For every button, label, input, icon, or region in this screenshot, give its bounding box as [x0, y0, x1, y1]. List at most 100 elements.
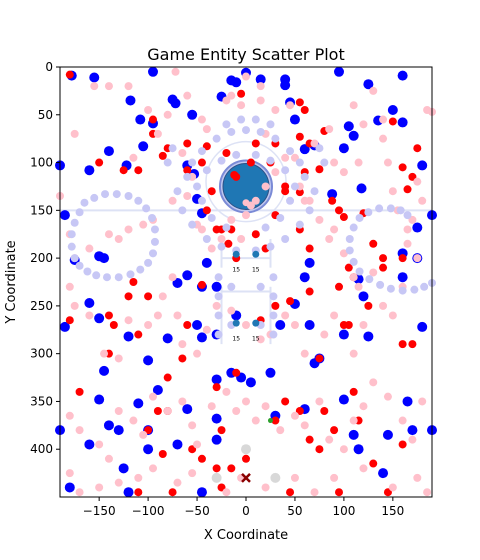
lavender-point [212, 134, 221, 143]
red-point [335, 488, 343, 497]
lavender-point [286, 196, 295, 205]
pink-point [320, 330, 329, 339]
pink-point [290, 321, 299, 329]
red-point [339, 213, 348, 222]
lavender-point [83, 267, 92, 276]
y-axis: 0 50 100 150 200 250 300 350 400 [30, 60, 60, 456]
lavender-point [112, 190, 121, 199]
red-point [207, 187, 216, 196]
blue-point [211, 434, 222, 445]
lavender-point [349, 223, 358, 232]
pink-point [418, 397, 427, 406]
red-point [227, 464, 236, 473]
blue-point [304, 320, 315, 330]
pink-point [256, 335, 265, 344]
pink-point [149, 464, 157, 473]
point-label: 15 [232, 266, 240, 273]
pink-point [349, 273, 358, 282]
red-point [134, 488, 143, 497]
pink-point [403, 239, 412, 248]
blue-point [382, 429, 393, 440]
pink-point [100, 349, 109, 358]
red-point [305, 244, 314, 253]
pink-point [300, 421, 309, 430]
pink-point [85, 244, 94, 253]
pink-point [383, 392, 392, 401]
pink-point [129, 416, 138, 425]
blue-point [387, 105, 398, 115]
lavender-point [67, 242, 76, 251]
data-points [55, 66, 437, 498]
y-tick-label: 50 [38, 108, 53, 122]
lavender-point [266, 242, 275, 251]
red-point [286, 297, 295, 306]
pink-point [153, 129, 162, 138]
pink-point [188, 469, 197, 478]
blue-point [378, 468, 389, 479]
red-point [251, 139, 260, 148]
blue-point [397, 117, 408, 128]
red-point [379, 263, 388, 272]
pink-point [114, 235, 123, 243]
red-point [328, 196, 337, 205]
pink-point [423, 488, 432, 497]
red-point [295, 132, 304, 141]
blue-point [84, 298, 95, 309]
pink-point [163, 407, 172, 415]
lavender-point [75, 261, 84, 270]
red-point [242, 454, 250, 463]
pink-point [286, 101, 295, 110]
lavender-point [310, 187, 319, 196]
lavender-point [178, 206, 187, 215]
red-point [335, 206, 343, 215]
lavender-point [207, 213, 216, 222]
red-point [134, 330, 143, 339]
pink-point [232, 407, 241, 415]
lavender-point [269, 292, 278, 301]
lavender-point [214, 273, 223, 282]
pink-point [271, 106, 280, 114]
red-point [144, 426, 153, 435]
lavender-point [214, 330, 223, 339]
lavender-point [173, 187, 182, 196]
lavender-point [188, 220, 197, 229]
pink-point [171, 67, 180, 76]
pink-point [237, 101, 246, 110]
red-point [335, 282, 343, 291]
red-point [408, 172, 417, 181]
pink-point [168, 196, 177, 205]
pink-point [227, 306, 236, 315]
x-tick-label: 150 [381, 504, 404, 518]
lavender-point [410, 285, 419, 294]
red-point [188, 445, 197, 454]
pink-point [369, 378, 378, 387]
lavender-point [349, 257, 358, 266]
red-point [408, 340, 417, 349]
lavender-point [92, 271, 101, 280]
pink-point [359, 321, 368, 329]
blue-point [148, 66, 158, 77]
lavender-point [202, 235, 211, 243]
lavender-point [101, 190, 110, 199]
pink-point [237, 235, 246, 243]
pink-point [300, 349, 309, 358]
red-point [398, 254, 407, 263]
lavender-point [142, 204, 151, 213]
lavender-point [90, 193, 99, 202]
pink-point [70, 129, 79, 138]
blue-point [84, 439, 95, 450]
pink-point [408, 215, 417, 224]
pink-point [418, 196, 427, 205]
red-point [212, 464, 221, 473]
blue-point [338, 329, 349, 340]
lavender-point [386, 284, 395, 293]
pink-point [178, 340, 187, 349]
lavender-point [266, 156, 275, 165]
lavender-point [386, 204, 395, 213]
blue-point [363, 79, 374, 90]
pink-point [207, 244, 216, 253]
red-point [271, 416, 280, 425]
lavender-point [256, 282, 265, 291]
steel-point [252, 319, 260, 327]
